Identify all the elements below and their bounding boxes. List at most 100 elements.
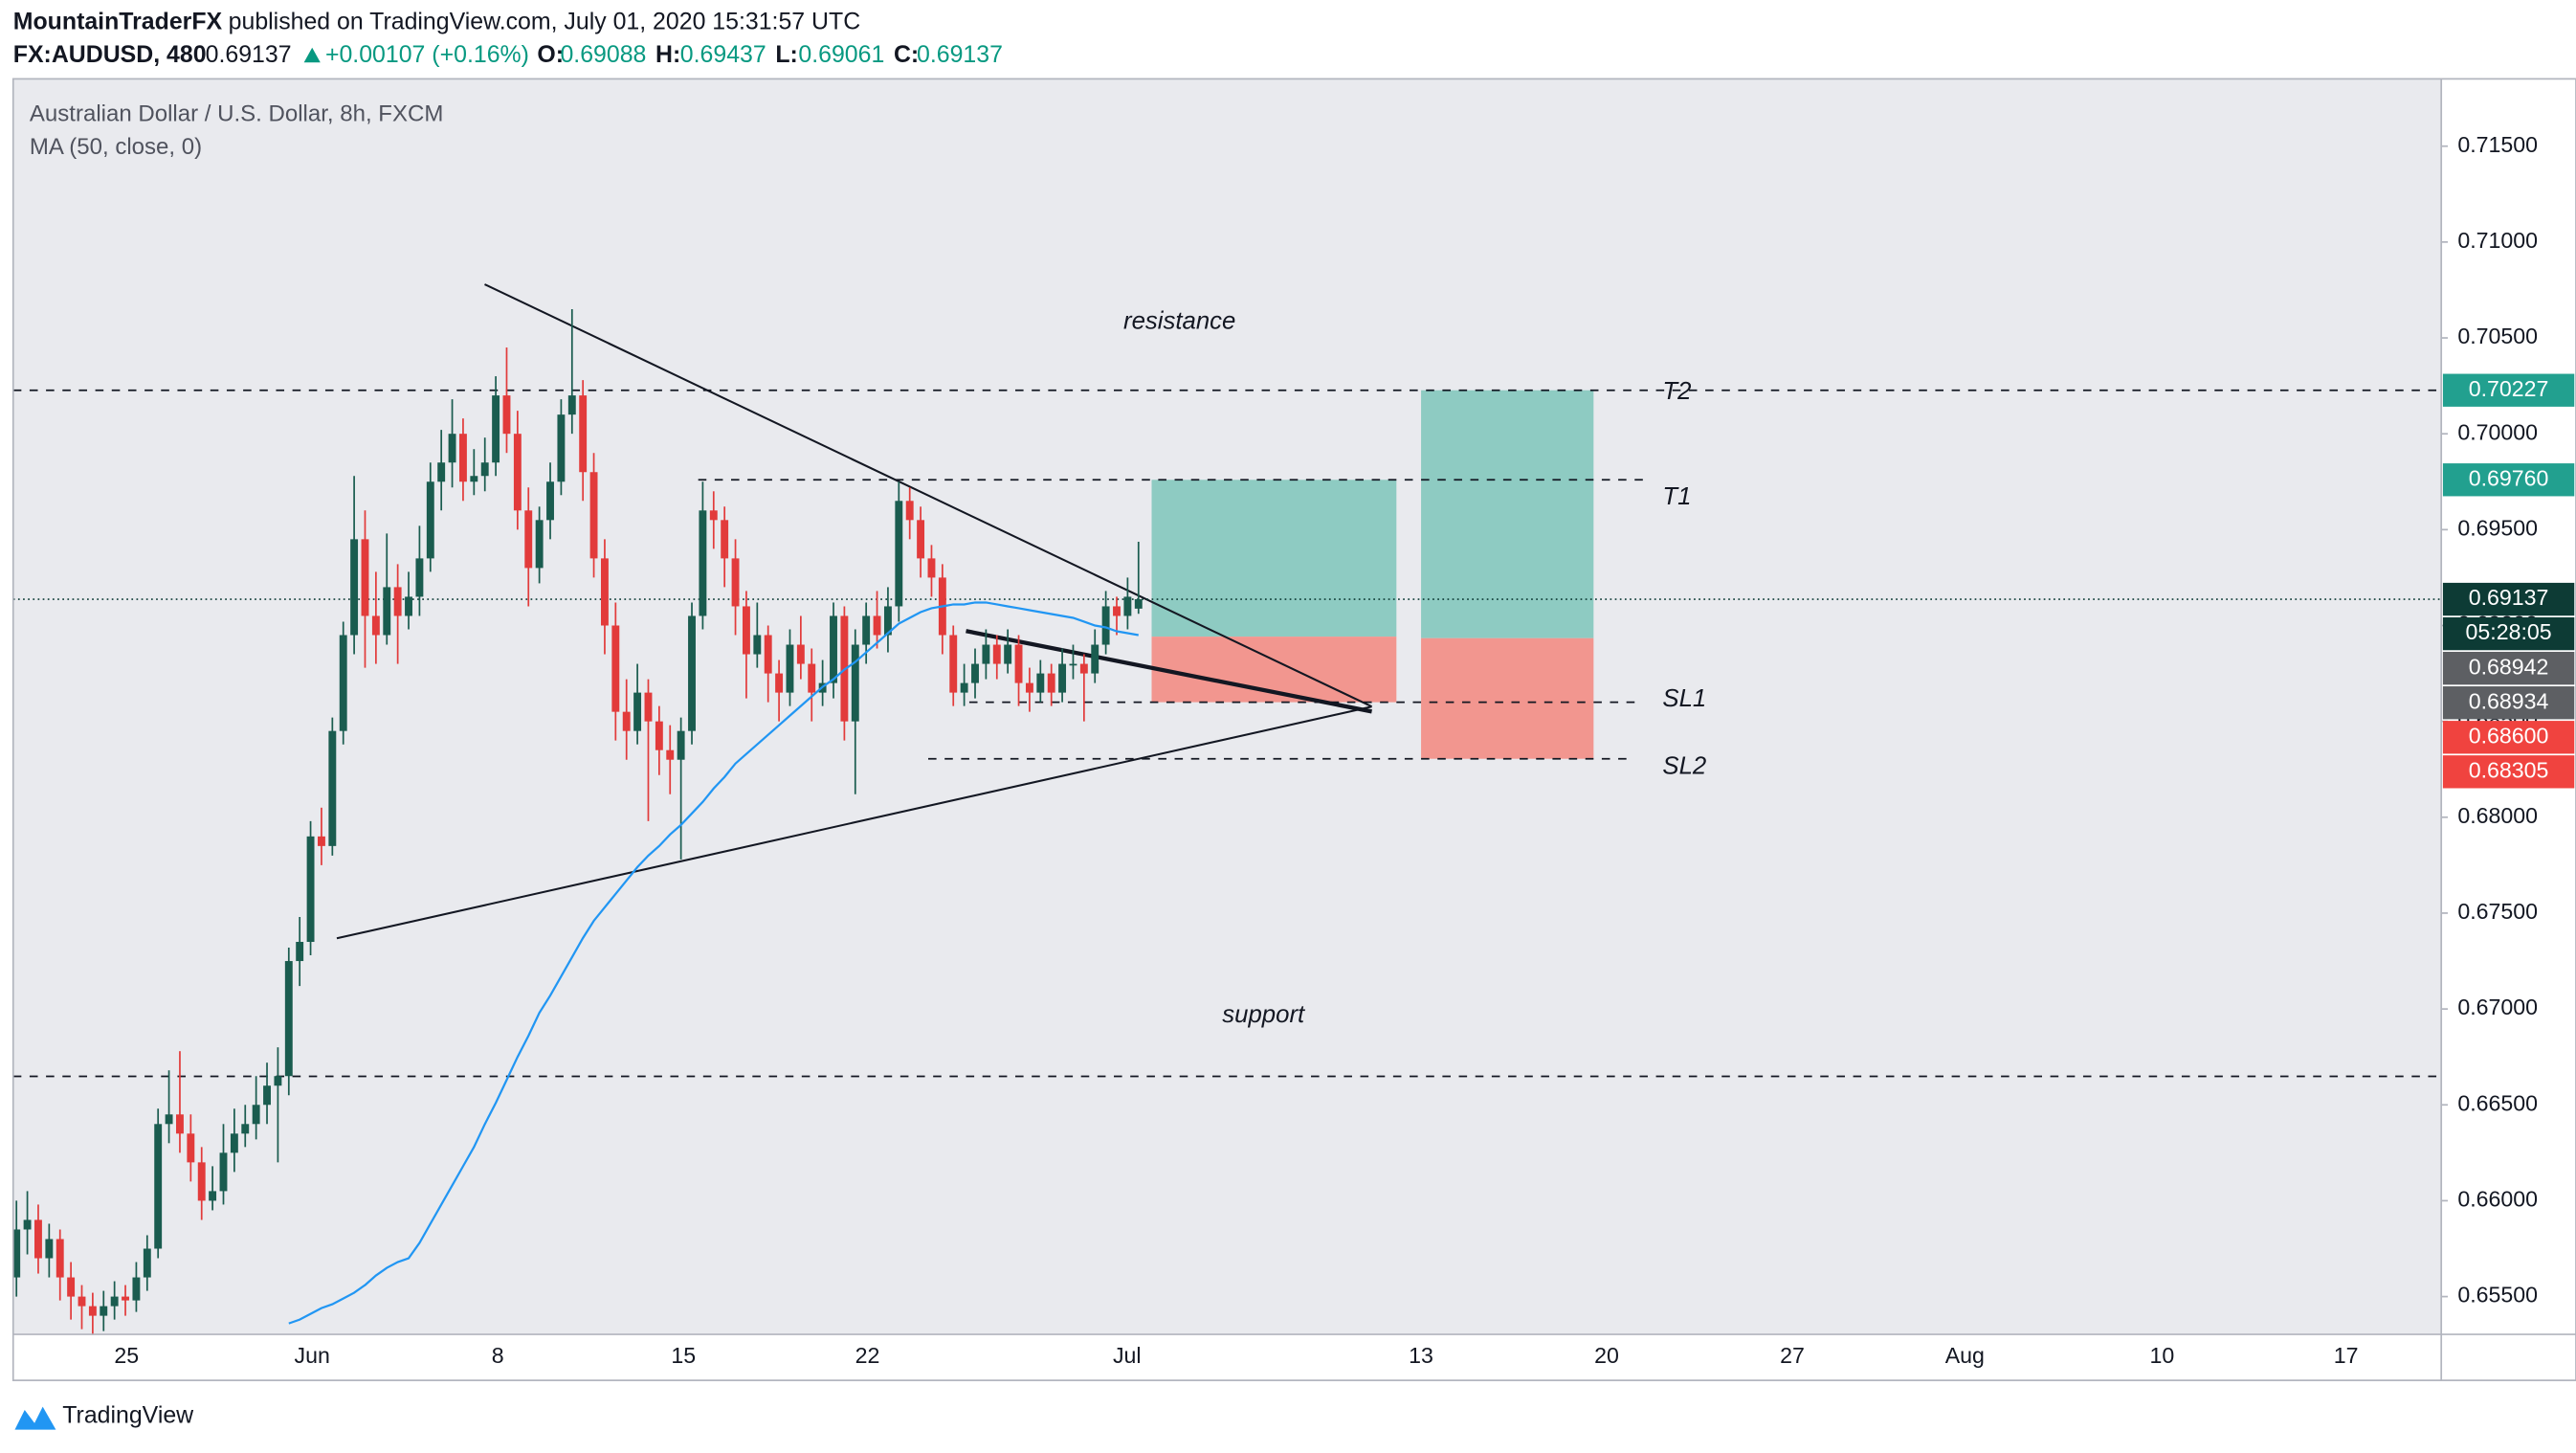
y-tick-label: 0.70000 — [2457, 419, 2538, 444]
candle-body — [1014, 644, 1023, 683]
trend-line — [336, 705, 1372, 940]
x-tick-label: 27 — [1780, 1343, 1805, 1368]
candle-body — [263, 1085, 271, 1106]
candle-body — [764, 635, 772, 674]
y-tick-label: 0.67000 — [2457, 995, 2538, 1019]
candle-body — [470, 476, 478, 482]
candle-body — [12, 1229, 21, 1278]
candle-body — [426, 481, 434, 559]
candle-body — [666, 749, 675, 760]
candle-body — [655, 721, 663, 750]
up-arrow — [303, 47, 321, 63]
candle-body — [731, 558, 740, 607]
candle-body — [905, 501, 914, 521]
trend-line — [966, 629, 1372, 714]
x-tick-label: 10 — [2149, 1343, 2174, 1368]
candle-body — [209, 1191, 217, 1201]
candle-body — [23, 1219, 32, 1230]
candle-body — [982, 644, 990, 664]
chart-title: Australian Dollar / U.S. Dollar, 8h, FXC… — [30, 101, 443, 127]
candle-body — [830, 615, 837, 683]
price-tag-label: 0.69137 — [2469, 585, 2549, 610]
annotation: support — [1222, 1001, 1306, 1028]
candle-body — [927, 558, 936, 578]
last-price: 0.69137 — [206, 41, 292, 68]
price-tag-label: 05:28:05 — [2466, 619, 2552, 644]
published: published on TradingView.com, July 01, 2… — [229, 9, 861, 35]
x-tick-label: 8 — [492, 1343, 504, 1368]
candle-body — [415, 558, 424, 597]
candle-body — [611, 625, 620, 712]
ohlc-label: C: — [894, 41, 919, 68]
change: +0.00107 (+0.16%) — [325, 41, 529, 68]
logo — [14, 1406, 56, 1430]
x-tick-label: 13 — [1409, 1343, 1433, 1368]
ohlc-label: H: — [655, 41, 680, 68]
price-tag-label: 0.68305 — [2469, 757, 2549, 782]
candle-body — [1036, 673, 1045, 693]
x-tick-label: 20 — [1594, 1343, 1619, 1368]
ma-legend: MA (50, close, 0) — [30, 134, 202, 160]
candle-body — [274, 1076, 282, 1086]
candle-body — [143, 1248, 151, 1278]
candle-body — [296, 942, 304, 962]
x-tick-label: Jun — [295, 1343, 330, 1368]
plot: resistance support T2 T1 SL1 SL2 — [12, 283, 2442, 1335]
author: MountainTraderFX — [13, 9, 223, 35]
candle-body — [480, 462, 489, 477]
candle-body — [176, 1114, 184, 1134]
candle-body — [622, 711, 631, 731]
candle-body — [600, 558, 609, 626]
candle-body — [775, 673, 784, 693]
plot-area — [12, 78, 2442, 1335]
candle-body — [318, 836, 325, 846]
price-tag — [2442, 582, 2575, 616]
candle-body — [67, 1277, 76, 1297]
candle-body — [808, 663, 816, 693]
candle-body — [742, 606, 750, 655]
candle-body — [677, 730, 685, 760]
price-tag-label: 0.70227 — [2469, 376, 2549, 401]
candle-body — [699, 510, 707, 616]
price-tag — [2442, 686, 2575, 720]
x-tick-label: 25 — [114, 1343, 139, 1368]
candle-body — [306, 836, 315, 943]
candle-body — [45, 1239, 54, 1259]
annotation: T2 — [1662, 378, 1691, 405]
candle-body — [393, 587, 402, 616]
candle-body — [252, 1105, 260, 1125]
annotation: T1 — [1662, 483, 1691, 510]
ohlc-value: 0.69061 — [798, 41, 884, 68]
candle-body — [579, 395, 588, 473]
y-tick-label: 0.65500 — [2457, 1283, 2538, 1308]
candle-body — [524, 510, 533, 569]
y-tick-label: 0.71500 — [2457, 132, 2538, 157]
ohlc-value: 0.69437 — [680, 41, 766, 68]
candle-body — [219, 1152, 228, 1192]
x-tick-label: 17 — [2334, 1343, 2359, 1368]
candle-body — [361, 539, 369, 616]
candle-body — [383, 587, 391, 636]
ohlc-label: L: — [775, 41, 797, 68]
candle-body — [328, 730, 337, 846]
ohlc-value: 0.69088 — [560, 41, 646, 68]
annotation: SL1 — [1662, 685, 1706, 712]
price-tag — [2442, 373, 2575, 407]
price-tag-label: 0.69760 — [2469, 465, 2549, 490]
candle-body — [1113, 606, 1121, 616]
ohlc-label: O: — [537, 41, 564, 68]
candle-body — [546, 481, 554, 521]
candle-body — [197, 1162, 206, 1201]
candle-body — [1123, 596, 1132, 616]
candle-body — [535, 520, 544, 569]
candle-body — [709, 510, 718, 521]
candle-body — [992, 644, 1001, 664]
candle-body — [165, 1114, 173, 1125]
candle-body — [405, 596, 412, 616]
y-tick-label: 0.71000 — [2457, 228, 2538, 253]
candle-body — [949, 635, 958, 693]
candle-body — [567, 395, 576, 415]
candle-body — [1047, 673, 1055, 693]
price-tag — [2442, 651, 2575, 685]
